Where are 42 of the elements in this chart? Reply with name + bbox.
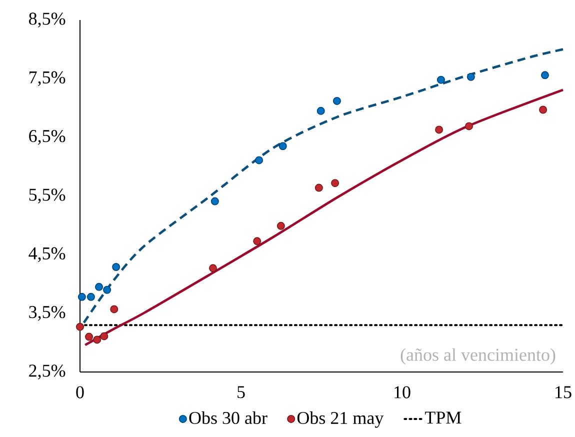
y-tick-label: 5,5%	[29, 188, 66, 204]
point	[435, 126, 444, 134]
point	[331, 179, 340, 188]
point	[210, 197, 219, 206]
point	[316, 106, 325, 115]
legend-label: Obs 30 abr	[189, 411, 268, 424]
y-tick-label: 8,5%	[28, 12, 66, 28]
point	[276, 222, 285, 230]
point	[76, 322, 84, 331]
point	[208, 264, 217, 272]
point	[103, 286, 112, 294]
x-tick-label: 0	[76, 386, 84, 398]
point	[86, 292, 95, 301]
point	[464, 122, 473, 130]
point	[539, 106, 548, 114]
y-tick-label: 7,5%	[29, 71, 66, 86]
point	[100, 332, 108, 340]
point	[78, 292, 86, 301]
point	[93, 336, 102, 344]
y-tick-label: 4,5%	[28, 247, 66, 262]
point	[278, 142, 287, 150]
line-series	[84, 88, 564, 346]
y-tick-label: 6,5%	[29, 130, 66, 145]
y-tick-label: 3,5%	[29, 306, 66, 321]
point	[85, 332, 94, 341]
point	[253, 237, 262, 246]
x-tick-label: 5	[238, 386, 245, 398]
y-tick-label: 2,5%	[29, 364, 66, 380]
x-tick-label: 10	[394, 386, 410, 398]
point	[314, 184, 323, 192]
legend-label: TPM	[425, 412, 462, 424]
point	[95, 282, 103, 291]
annotation: (años al vencimiento)	[400, 348, 556, 365]
point	[110, 305, 118, 314]
point	[436, 76, 445, 84]
legend-label: Obs 21 may	[297, 411, 384, 428]
point	[112, 262, 120, 271]
point	[332, 96, 341, 105]
point	[540, 71, 549, 80]
point	[255, 156, 264, 164]
point	[466, 72, 475, 81]
x-tick-label: 15	[556, 386, 572, 398]
